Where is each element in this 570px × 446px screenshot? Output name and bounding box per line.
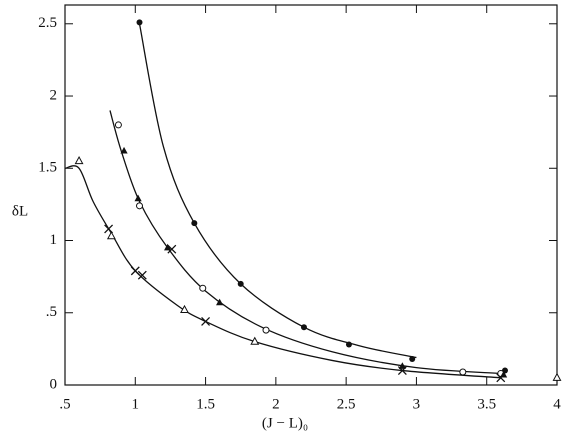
point [167, 244, 177, 254]
x-tick-label: 3.5 [477, 396, 496, 412]
point [250, 336, 260, 345]
point [136, 202, 144, 210]
x-tick-label: 3 [413, 396, 421, 412]
point [398, 362, 406, 369]
x-tick-label: 1 [132, 396, 140, 412]
x-axis-label: (J − L)₀ [262, 415, 308, 431]
point [199, 284, 207, 292]
plot-frame [64, 4, 558, 386]
x-tick-label: 2 [272, 396, 280, 412]
point [409, 355, 416, 362]
point [106, 231, 116, 240]
point [552, 372, 562, 381]
point [191, 220, 198, 227]
point [136, 19, 143, 26]
y-tick-label: 1 [50, 232, 58, 248]
fit-curve [109, 110, 501, 375]
point [300, 324, 307, 331]
point [134, 194, 142, 202]
y-tick-label: 1.5 [38, 160, 57, 176]
x-tick-label: 2.5 [337, 396, 356, 412]
x-tick-label: 4 [553, 396, 561, 412]
x-tick-label: 1.5 [196, 396, 215, 412]
point [137, 270, 147, 280]
y-tick-label: .5 [46, 304, 57, 320]
y-tick-label: 0 [50, 376, 58, 392]
point [496, 373, 506, 383]
point [345, 341, 352, 348]
fit-curve [64, 165, 501, 379]
point [120, 146, 128, 154]
point [74, 156, 84, 165]
point [180, 304, 189, 313]
point [164, 243, 172, 251]
point [397, 366, 407, 376]
fit-curve [138, 23, 417, 359]
point [201, 316, 211, 326]
point [237, 280, 244, 287]
point [130, 266, 140, 276]
point [114, 121, 122, 129]
y-axis-label: δL [12, 203, 28, 219]
point [459, 368, 467, 376]
point [216, 298, 224, 306]
point [104, 224, 114, 234]
point [262, 326, 270, 334]
y-tick-label: 2 [50, 87, 58, 103]
y-tick-label: 2.5 [38, 15, 57, 31]
x-tick-label: .5 [59, 396, 70, 412]
